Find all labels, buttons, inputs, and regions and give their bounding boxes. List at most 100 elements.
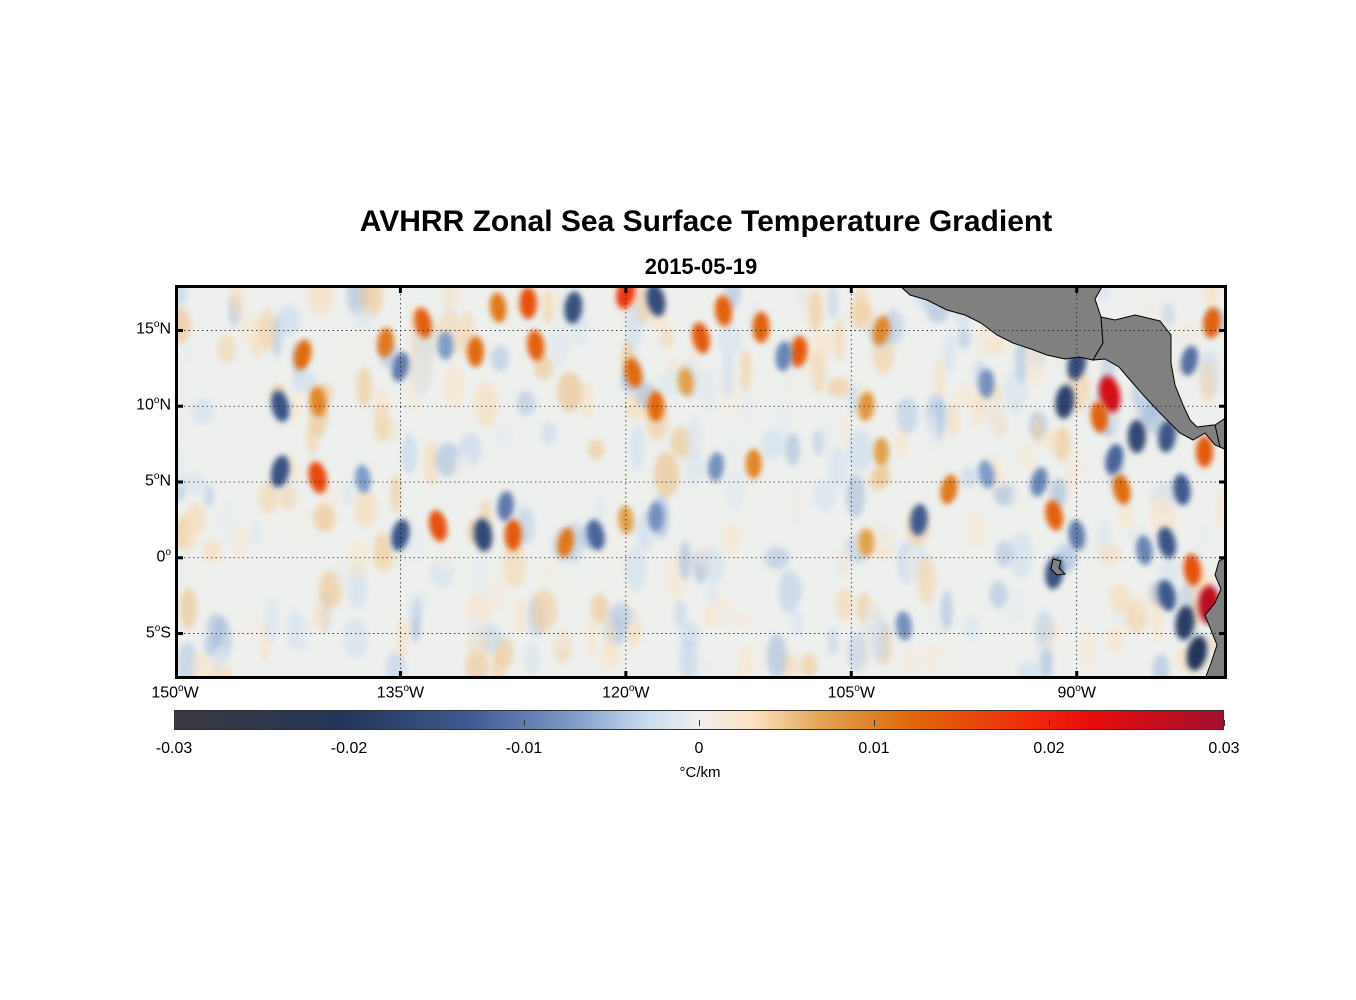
texture-blob xyxy=(1005,588,1028,626)
texture-blob xyxy=(1152,654,1170,679)
gradient-feature xyxy=(504,519,522,551)
texture-blob xyxy=(530,589,557,633)
gradient-feature xyxy=(678,367,694,397)
texture-blob xyxy=(811,348,826,394)
texture-blob xyxy=(1117,503,1134,529)
texture-blob xyxy=(674,600,687,628)
gradient-feature xyxy=(873,437,890,467)
gradient-feature xyxy=(270,455,290,488)
texture-blob xyxy=(1098,544,1123,565)
gradient-feature xyxy=(1068,519,1086,551)
texture-blob xyxy=(333,338,358,380)
texture-blob xyxy=(1176,319,1198,349)
texture-blob xyxy=(405,595,417,620)
texture-blob xyxy=(764,546,790,570)
longitude-label-hemisphere: W xyxy=(183,684,199,702)
texture-blob xyxy=(760,429,785,461)
texture-blob xyxy=(846,631,868,673)
texture-blob xyxy=(717,324,742,359)
texture-blob xyxy=(1009,485,1029,511)
texture-blob xyxy=(1014,336,1029,383)
gradient-feature xyxy=(858,391,875,421)
texture-blob xyxy=(352,308,375,330)
texture-blob xyxy=(212,647,229,670)
texture-blob xyxy=(343,481,355,506)
texture-blob xyxy=(1010,531,1033,579)
degree-symbol: o xyxy=(153,395,160,407)
colorbar-tick-label: -0.03 xyxy=(155,740,193,757)
gradient-feature xyxy=(497,491,514,522)
texture-blob xyxy=(960,467,978,488)
texture-blob xyxy=(833,549,853,578)
texture-blob xyxy=(1040,647,1053,679)
gradient-features xyxy=(175,285,1227,679)
texture-blob xyxy=(523,640,541,679)
gradient-feature xyxy=(1158,420,1176,453)
texture-blob xyxy=(965,512,986,547)
texture-blob xyxy=(896,396,919,434)
texture-blob xyxy=(206,613,225,645)
texture-blob xyxy=(874,463,891,487)
texture-blob xyxy=(388,420,402,454)
gradient-feature xyxy=(978,460,995,489)
texture-blob xyxy=(580,381,594,418)
longitude-label-value: 90 xyxy=(1057,684,1076,702)
gradient-feature xyxy=(1127,419,1146,454)
degree-symbol: o xyxy=(178,683,184,694)
longitude-label-hemisphere: W xyxy=(859,684,875,702)
gradient-feature xyxy=(309,386,327,417)
axis-ticks xyxy=(175,285,1227,679)
texture-blob xyxy=(263,597,279,644)
gradient-feature xyxy=(1180,345,1199,376)
texture-blob xyxy=(307,285,332,315)
texture-blob xyxy=(813,480,836,512)
gradient-feature xyxy=(752,311,770,343)
texture-blob xyxy=(277,486,296,510)
land-galapagos xyxy=(1050,558,1067,576)
latitude-label-hemisphere: N xyxy=(159,472,171,490)
degree-symbol: o xyxy=(153,319,160,331)
texture-blob xyxy=(181,510,198,552)
texture-blob xyxy=(181,472,206,495)
colorbar-unit-label: °C/km xyxy=(640,764,760,781)
texture-blob xyxy=(423,441,439,486)
latitude-label-value: 15 xyxy=(136,320,154,338)
texture-blob xyxy=(217,334,236,364)
texture-blob xyxy=(559,455,572,477)
gradient-feature xyxy=(1157,580,1176,612)
texture-blob xyxy=(792,610,803,638)
texture-blob xyxy=(258,481,278,515)
texture-blob xyxy=(624,546,647,591)
gradient-feature xyxy=(1157,526,1177,559)
texture-blob xyxy=(1200,361,1216,403)
gradient-feature xyxy=(872,315,890,346)
latitude-label: 0o xyxy=(111,547,171,566)
texture-blob xyxy=(548,324,570,368)
texture-blob xyxy=(342,618,369,659)
texture-blob xyxy=(230,285,243,317)
gradient-feature xyxy=(648,502,664,532)
latitude-label: 10oN xyxy=(111,395,171,414)
texture-blob xyxy=(404,524,427,564)
colorbar-tick-label: 0.02 xyxy=(1033,740,1065,757)
texture-blob xyxy=(1081,625,1096,669)
texture-blob xyxy=(954,382,975,408)
texture-blob xyxy=(1054,426,1071,462)
texture-blob xyxy=(239,313,261,345)
degree-symbol: o xyxy=(153,471,160,482)
texture-blob xyxy=(725,469,746,511)
colorbar-tick xyxy=(699,720,700,726)
texture-blob xyxy=(983,396,1010,438)
texture-blob xyxy=(929,639,950,670)
texture-blob xyxy=(1065,450,1087,478)
gradient-feature xyxy=(1045,499,1064,531)
texture-blob xyxy=(727,421,739,445)
texture-blob xyxy=(465,650,490,679)
texture-blob xyxy=(276,305,301,337)
texture-blob xyxy=(1198,524,1217,548)
texture-blob xyxy=(491,650,506,679)
texture-blob xyxy=(585,616,598,659)
texture-blob xyxy=(440,285,461,313)
colorbar-tick-label: 0 xyxy=(694,740,704,757)
texture-blob xyxy=(488,575,509,612)
